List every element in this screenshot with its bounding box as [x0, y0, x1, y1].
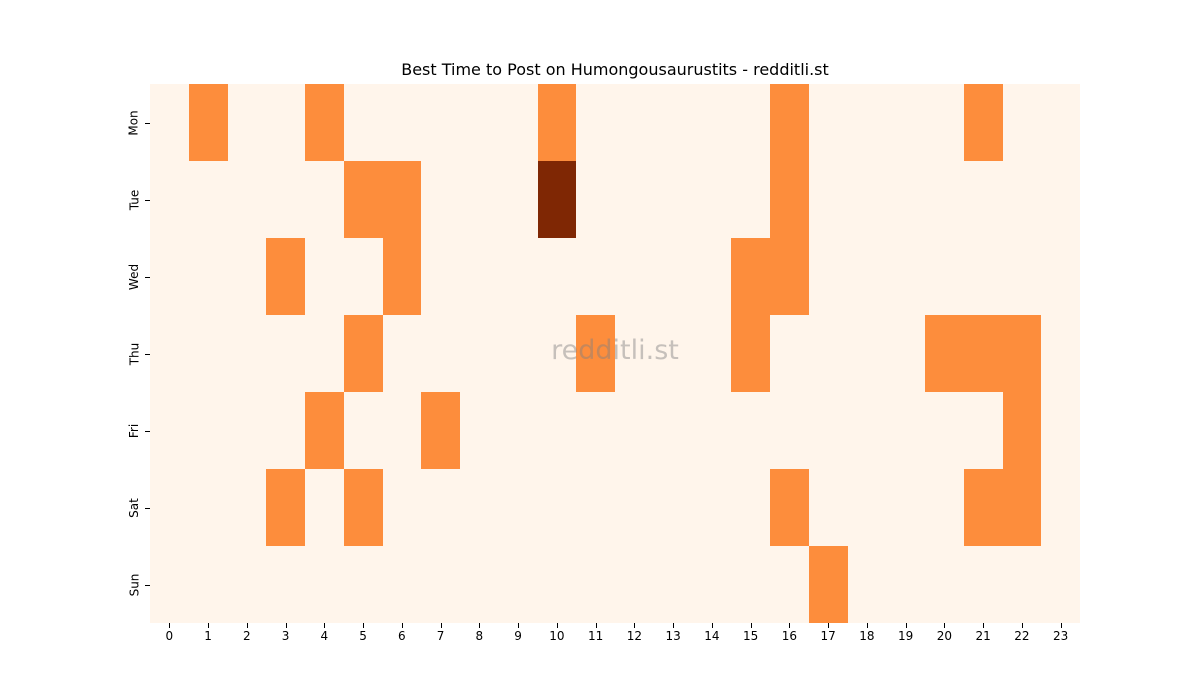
x-tick-label: 19	[897, 629, 914, 643]
x-tick-label: 9	[514, 629, 522, 643]
x-tick	[169, 623, 170, 628]
y-tick	[145, 277, 150, 278]
x-tick-label: 0	[165, 629, 174, 643]
y-tick-label: Sat	[127, 497, 141, 518]
x-tick	[1022, 623, 1023, 628]
x-tick-label: 2	[243, 629, 251, 643]
x-tick	[247, 623, 248, 628]
x-tick-label: 12	[626, 629, 643, 643]
heatmap-cell	[266, 469, 305, 546]
x-tick	[324, 623, 325, 628]
x-tick	[634, 623, 635, 628]
y-tick-label: Thu	[127, 342, 142, 365]
x-tick-label: 22	[1014, 629, 1030, 643]
x-tick	[402, 623, 403, 628]
heatmap-cell	[925, 315, 964, 392]
heatmap-cell	[770, 238, 809, 315]
heatmap-cell	[305, 84, 344, 161]
x-tick	[286, 623, 287, 628]
heatmap-cell	[538, 84, 576, 161]
heatmap-cell	[344, 469, 383, 546]
heatmap-cell	[383, 238, 421, 315]
heatmap-cell	[421, 392, 460, 469]
x-tick-label: 10	[549, 629, 565, 643]
x-tick	[828, 623, 829, 628]
x-tick-label: 16	[781, 629, 798, 643]
heatmap-cell	[809, 546, 848, 623]
heatmap-cell	[266, 238, 305, 315]
heatmap-cell	[731, 315, 770, 392]
x-tick-label: 1	[204, 629, 212, 643]
heatmap-cell	[344, 161, 383, 238]
heatmap-cell	[189, 84, 228, 161]
x-tick-label: 17	[820, 629, 836, 643]
y-tick-label: Wed	[127, 263, 142, 290]
x-tick	[1061, 623, 1062, 628]
heatmap-cell	[1003, 469, 1041, 546]
heatmap-cell	[1003, 315, 1041, 392]
x-tick-label: 15	[742, 629, 759, 643]
y-tick	[145, 431, 150, 432]
y-tick-label: Mon	[127, 109, 141, 136]
heatmap-cell	[964, 84, 1003, 161]
x-tick-label: 18	[859, 629, 875, 643]
x-tick-label: 20	[936, 629, 953, 643]
x-tick	[751, 623, 752, 628]
x-tick	[479, 623, 480, 628]
y-tick-label: Tue	[127, 189, 141, 210]
x-tick	[906, 623, 907, 628]
x-tick-label: 13	[665, 629, 681, 643]
x-tick	[673, 623, 674, 628]
x-tick	[944, 623, 945, 628]
x-tick	[789, 623, 790, 628]
heatmap-cell	[576, 315, 615, 392]
chart-title: Best Time to Post on Humongousaurustits …	[401, 60, 829, 79]
x-tick-label: 5	[359, 629, 367, 643]
x-tick	[518, 623, 519, 628]
y-tick	[145, 508, 150, 509]
x-tick	[363, 623, 364, 628]
x-tick-label: 21	[975, 629, 991, 643]
x-tick-label: 14	[704, 629, 720, 643]
x-tick	[867, 623, 868, 628]
heatmap-cell	[305, 392, 344, 469]
y-tick	[145, 354, 150, 355]
x-tick-label: 4	[320, 629, 329, 643]
heatmap-cell	[770, 161, 809, 238]
x-tick-label: 7	[436, 629, 445, 643]
x-tick	[712, 623, 713, 628]
x-tick-label: 8	[475, 629, 484, 643]
heatmap-cell	[731, 238, 770, 315]
heatmap-plot-area	[150, 84, 1080, 623]
x-tick-label: 3	[281, 629, 290, 643]
y-tick	[145, 585, 150, 586]
x-tick-label: 23	[1052, 629, 1069, 643]
x-tick-label: 11	[587, 629, 604, 643]
heatmap-cell	[964, 315, 1003, 392]
y-tick-label: Fri	[126, 423, 141, 438]
heatmap-cell	[770, 469, 809, 546]
x-tick	[983, 623, 984, 628]
y-tick	[145, 123, 150, 124]
x-tick-label: 6	[398, 629, 406, 643]
x-tick	[441, 623, 442, 628]
heatmap-cell	[964, 469, 1003, 546]
heatmap-cell	[383, 161, 421, 238]
x-tick	[557, 623, 558, 628]
x-tick	[208, 623, 209, 628]
heatmap-cell	[770, 84, 809, 161]
heatmap-cell	[344, 315, 383, 392]
x-tick	[596, 623, 597, 628]
y-tick	[145, 200, 150, 201]
heatmap-cell	[538, 161, 576, 238]
heatmap-cell	[1003, 392, 1041, 469]
y-tick-label: Sun	[127, 573, 142, 596]
